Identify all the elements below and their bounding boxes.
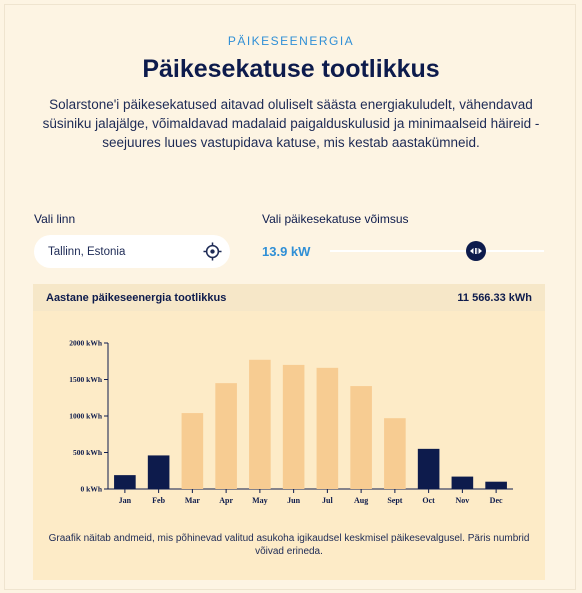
production-bar-chart: 0 kWh 500 kWh 1000 kWh 1500 kWh 2000 kWh Jan F… <box>69 339 513 505</box>
month-label-dec: Dec <box>490 496 503 505</box>
month-label-jul: Jul <box>322 496 333 505</box>
bar-sept <box>384 418 406 489</box>
city-input[interactable]: Tallinn, Estonia <box>34 235 230 268</box>
bar-jun <box>282 364 305 489</box>
month-label-may: May <box>252 496 268 505</box>
bar-jan <box>114 475 136 489</box>
power-value: 13.9 kW <box>262 244 311 259</box>
month-label-jun: Jun <box>287 496 300 505</box>
y-tick-label: 500 kWh <box>73 448 103 457</box>
bar-feb <box>147 455 170 489</box>
bar-aug <box>350 386 372 489</box>
month-label-apr: Apr <box>219 496 233 505</box>
page-description: Solarstone'i päikesekatused aitavad olul… <box>42 97 540 150</box>
bar-jul <box>316 367 339 489</box>
month-label-aug: Aug <box>354 496 368 505</box>
chart-note: Graafik näitab andmeid, mis põhinevad va… <box>48 533 530 557</box>
production-panel-header: Aastane päikeseenergia tootlikkus 11 566… <box>33 284 545 311</box>
power-label: Vali päikesekatuse võimsus <box>262 212 409 226</box>
crosshair-icon[interactable] <box>203 242 222 261</box>
power-slider-track[interactable] <box>330 250 544 252</box>
city-label: Vali linn <box>34 212 76 226</box>
month-label-mar: Mar <box>185 496 201 505</box>
city-input-value: Tallinn, Estonia <box>48 245 126 258</box>
bar-nov <box>451 476 474 489</box>
slider-handle-icon <box>469 248 482 254</box>
bar-dec <box>485 481 507 489</box>
y-tick-label: 0 kWh <box>81 485 103 494</box>
bar-mar <box>181 413 204 489</box>
bar-may <box>249 359 271 489</box>
y-tick-label: 1000 kWh <box>69 412 103 421</box>
annual-total: 11 566.33 kWh <box>457 291 532 304</box>
month-label-sept: Sept <box>387 496 402 505</box>
content-frame <box>4 4 576 590</box>
y-tick-label: 1500 kWh <box>69 375 103 384</box>
power-slider-handle[interactable] <box>465 241 486 261</box>
page-title: Päikesekatuse tootlikkus <box>142 55 440 83</box>
month-label-feb: Feb <box>152 496 165 505</box>
production-panel-title: Aastane päikeseenergia tootlikkus <box>46 291 227 304</box>
bar-oct <box>417 448 440 489</box>
y-tick-label: 2000 kWh <box>69 339 103 348</box>
month-label-nov: Nov <box>455 496 469 505</box>
month-label-jan: Jan <box>119 496 132 505</box>
bar-apr <box>215 383 237 489</box>
production-panel: 0 kWh 500 kWh 1000 kWh 1500 kWh 2000 kWh Jan F… <box>33 311 545 580</box>
section-eyebrow: PÄIKESEENERGIA <box>227 34 355 48</box>
month-label-oct: Oct <box>422 496 435 505</box>
